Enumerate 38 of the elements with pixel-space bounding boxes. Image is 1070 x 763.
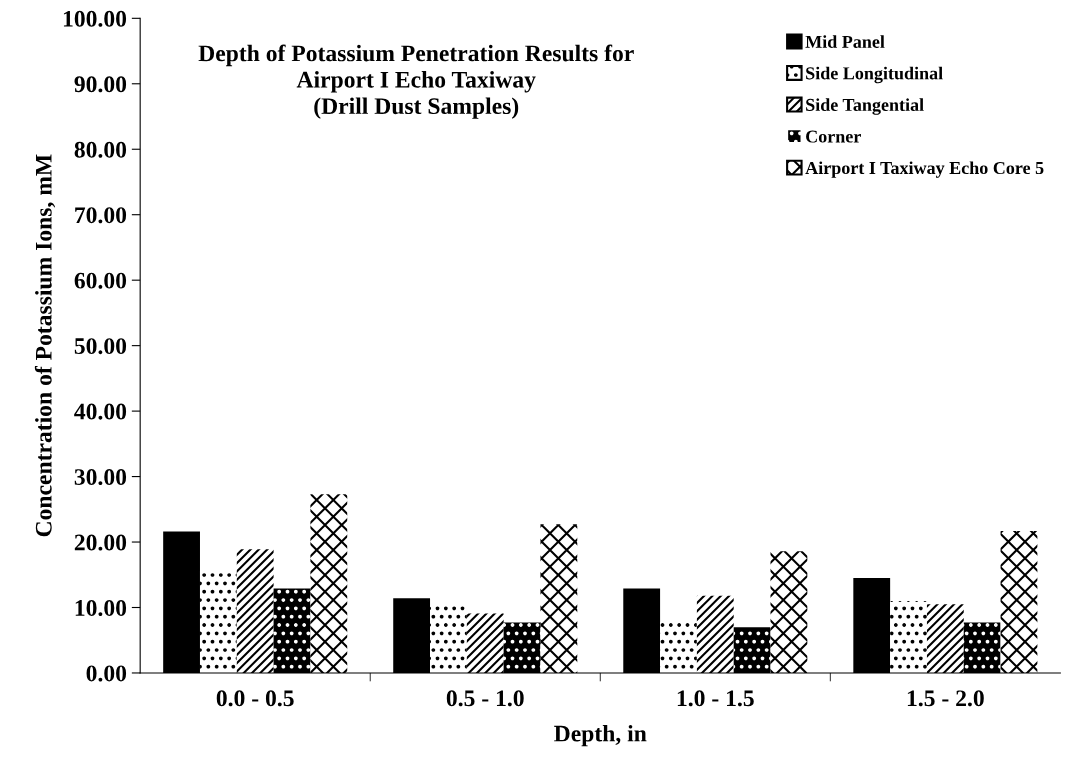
legend-label: Side Tangential <box>806 98 924 115</box>
bar <box>1000 530 1038 673</box>
bar <box>696 595 734 673</box>
x-tick-label: 0.0 - 0.5 <box>216 690 294 707</box>
y-axis-title: Concentration of Potassium Ions, mM <box>34 154 56 537</box>
bar <box>466 613 504 673</box>
y-tick-label: 100.00 <box>63 10 127 27</box>
y-tick-label: 0.00 <box>86 665 127 682</box>
y-tick-label: 20.00 <box>74 534 127 551</box>
y-tick-label: 70.00 <box>75 207 127 224</box>
bar <box>310 494 348 673</box>
y-tick-label: 10.00 <box>75 599 127 617</box>
bar <box>503 622 541 673</box>
y-tick-label: 30.00 <box>74 469 127 486</box>
bar <box>733 627 771 673</box>
y-tick-label: 90.00 <box>74 76 127 93</box>
x-tick-label: 0.5 - 1.0 <box>446 690 524 707</box>
y-tick-label: 60.00 <box>74 272 127 289</box>
x-axis-title: Depth, in <box>554 724 647 747</box>
legend-label: Side Longitudinal <box>806 66 943 84</box>
bar <box>236 549 274 673</box>
bar <box>273 588 311 673</box>
bar <box>963 622 1001 673</box>
y-tick-label: 50.00 <box>74 338 127 355</box>
bar <box>430 605 467 673</box>
legend-label: Corner <box>806 130 861 143</box>
y-tick-label: 80.00 <box>74 141 127 158</box>
bar <box>926 604 964 673</box>
x-tick-label: 1.5 - 2.0 <box>907 690 984 707</box>
y-tick-label: 40.00 <box>74 403 127 420</box>
legend-label: Airport I Taxiway Echo Core 5 <box>805 161 1044 178</box>
legend-label: Mid Panel <box>805 35 885 48</box>
text: Depth of Potassium Penetration Results for Airport I Echo Taxiway (Drill Dust Samples) <box>198 44 634 119</box>
bar <box>660 621 697 673</box>
bar <box>890 600 927 673</box>
x-tick-label: 1.0 - 1.5 <box>677 690 754 707</box>
bar <box>770 551 808 673</box>
bar <box>540 524 578 673</box>
